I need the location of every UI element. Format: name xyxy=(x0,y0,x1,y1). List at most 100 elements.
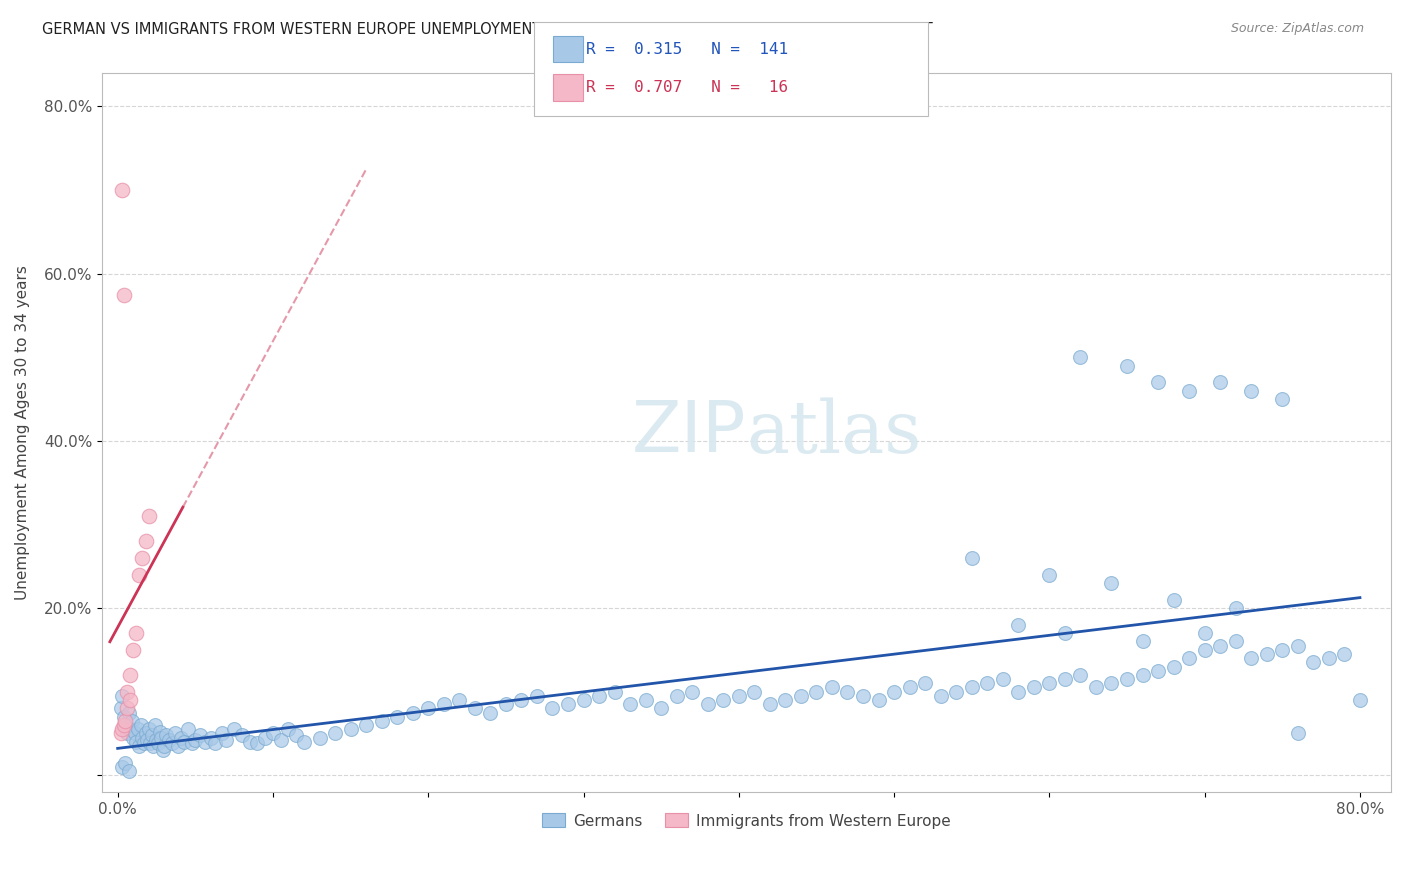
Point xyxy=(960,681,983,695)
Point xyxy=(114,714,136,728)
Point xyxy=(1225,634,1247,648)
Point xyxy=(143,718,166,732)
Point xyxy=(145,733,167,747)
Point xyxy=(1069,668,1091,682)
Point xyxy=(634,693,657,707)
Text: R =  0.707   N =   16: R = 0.707 N = 16 xyxy=(586,80,789,95)
Point xyxy=(479,706,502,720)
Point xyxy=(557,697,579,711)
Point xyxy=(898,681,921,695)
Point xyxy=(510,693,533,707)
Point xyxy=(131,550,153,565)
Point xyxy=(138,723,160,737)
Point xyxy=(1069,350,1091,364)
Point xyxy=(115,726,138,740)
Point xyxy=(945,684,967,698)
Point xyxy=(125,735,148,749)
Point xyxy=(167,739,190,753)
Point xyxy=(120,723,142,737)
Point xyxy=(157,733,180,747)
Point xyxy=(588,689,610,703)
Point xyxy=(526,689,548,703)
Point xyxy=(115,701,138,715)
Point xyxy=(1178,384,1201,398)
Point xyxy=(1302,656,1324,670)
Point xyxy=(246,736,269,750)
Point xyxy=(1194,643,1216,657)
Point xyxy=(883,684,905,698)
Point xyxy=(744,684,766,698)
Point xyxy=(1256,647,1278,661)
Point xyxy=(929,689,952,703)
Point xyxy=(464,701,486,715)
Point xyxy=(188,728,211,742)
Text: ZIP: ZIP xyxy=(633,398,747,467)
Point xyxy=(1163,592,1185,607)
Point xyxy=(1209,376,1232,390)
Point xyxy=(122,643,145,657)
Point xyxy=(150,731,173,745)
Point xyxy=(1022,681,1045,695)
Point xyxy=(128,739,150,753)
Point xyxy=(110,701,132,715)
Point xyxy=(495,697,517,711)
Point xyxy=(160,736,183,750)
Point xyxy=(449,693,471,707)
Point xyxy=(254,731,277,745)
Point xyxy=(132,736,155,750)
Point xyxy=(112,718,135,732)
Point xyxy=(117,764,139,778)
Point xyxy=(696,697,718,711)
Point xyxy=(418,701,440,715)
Point xyxy=(262,726,284,740)
Point xyxy=(112,709,135,723)
Point xyxy=(112,287,135,301)
Point xyxy=(136,733,159,747)
Point xyxy=(170,731,193,745)
Point xyxy=(354,718,377,732)
Point xyxy=(138,509,160,524)
Point xyxy=(1240,384,1263,398)
Point xyxy=(1333,647,1355,661)
Point xyxy=(292,735,315,749)
Point xyxy=(650,701,672,715)
Point xyxy=(142,739,165,753)
Y-axis label: Unemployment Among Ages 30 to 34 years: Unemployment Among Ages 30 to 34 years xyxy=(15,265,30,600)
Point xyxy=(1225,601,1247,615)
Point xyxy=(1178,651,1201,665)
Point xyxy=(1286,726,1309,740)
Point xyxy=(224,723,246,737)
Point xyxy=(323,726,346,740)
Point xyxy=(231,728,253,742)
Point xyxy=(148,724,170,739)
Point xyxy=(110,726,132,740)
Point xyxy=(215,733,238,747)
Point xyxy=(1007,684,1029,698)
Point xyxy=(127,723,149,737)
Point xyxy=(125,626,148,640)
Point xyxy=(115,684,138,698)
Point xyxy=(1147,664,1170,678)
Point xyxy=(1163,659,1185,673)
Text: GERMAN VS IMMIGRANTS FROM WESTERN EUROPE UNEMPLOYMENT AMONG AGES 30 TO 34 YEARS : GERMAN VS IMMIGRANTS FROM WESTERN EUROPE… xyxy=(42,22,934,37)
Point xyxy=(976,676,998,690)
Point xyxy=(204,736,226,750)
Point xyxy=(117,706,139,720)
Point xyxy=(1038,676,1060,690)
Point xyxy=(135,534,157,549)
Point xyxy=(131,731,153,745)
Point xyxy=(308,731,330,745)
Point xyxy=(184,733,207,747)
Point xyxy=(711,693,734,707)
Point xyxy=(821,681,844,695)
Point xyxy=(727,689,749,703)
Point xyxy=(121,714,143,728)
Point xyxy=(211,726,233,740)
Point xyxy=(1053,672,1076,686)
Point xyxy=(1317,651,1340,665)
Point xyxy=(285,728,308,742)
Point xyxy=(1116,359,1139,373)
Point xyxy=(385,709,408,723)
Point xyxy=(122,731,145,745)
Point xyxy=(603,684,626,698)
